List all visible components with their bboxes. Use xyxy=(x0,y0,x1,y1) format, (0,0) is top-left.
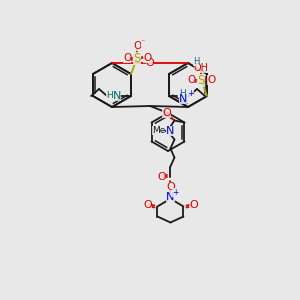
Text: H: H xyxy=(193,56,199,65)
Text: H: H xyxy=(106,92,113,100)
Text: O: O xyxy=(123,53,131,63)
Text: N: N xyxy=(166,191,175,202)
Text: O: O xyxy=(187,75,195,85)
Text: O: O xyxy=(146,58,154,68)
Text: N: N xyxy=(166,125,175,136)
Text: H: H xyxy=(180,88,186,98)
Text: O: O xyxy=(162,107,171,118)
Text: +: + xyxy=(172,188,178,197)
Text: ⁻: ⁻ xyxy=(141,38,145,46)
Text: O: O xyxy=(166,182,175,191)
Text: O: O xyxy=(143,53,151,63)
Text: O: O xyxy=(143,200,152,209)
Text: +: + xyxy=(188,88,194,98)
Text: N: N xyxy=(179,94,187,104)
Text: S: S xyxy=(197,74,205,86)
Text: O: O xyxy=(189,200,198,209)
Text: N: N xyxy=(113,91,122,101)
Text: O: O xyxy=(157,172,166,182)
Text: OH: OH xyxy=(194,63,208,73)
Text: O: O xyxy=(133,41,141,51)
Text: S: S xyxy=(134,52,141,64)
Text: Me: Me xyxy=(152,126,165,135)
Text: O: O xyxy=(207,75,215,85)
